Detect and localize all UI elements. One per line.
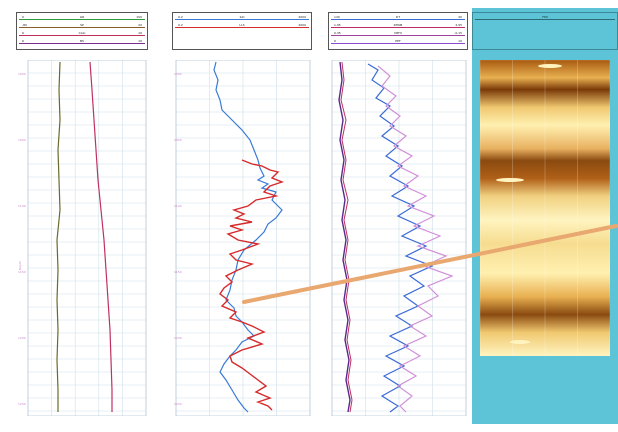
curve-max: 2.95: [455, 23, 462, 27]
curve-min: 1.95: [334, 23, 341, 27]
track-plot-2[interactable]: 1000 1050 1100 1150 1200 1250: [172, 60, 312, 416]
curve-max: 16: [138, 39, 142, 43]
depth-label: 1000: [18, 72, 26, 76]
track-header-2[interactable]: 0.2 ILD 2000 0.2 LLS 2000: [172, 12, 312, 50]
image-header-label: FMI: [475, 15, 615, 23]
curve-dt: [340, 61, 353, 413]
log-track-2[interactable]: 0.2 ILD 2000 0.2 LLS 2000 1000 1050 1100…: [172, 8, 312, 424]
depth-label: 1100: [174, 204, 182, 208]
depth-label: 1200: [174, 336, 182, 340]
image-log-strip[interactable]: [479, 59, 611, 356]
curve-max: 2000: [298, 23, 306, 27]
curve-name: LLS: [239, 23, 245, 27]
curve-header-cali[interactable]: 6 CALI 16: [19, 31, 145, 39]
curve-name: ILD: [239, 15, 245, 19]
image-track-header[interactable]: FMI: [472, 12, 618, 50]
image-log-canvas: [479, 59, 611, 356]
curve-max: 2000: [298, 15, 306, 19]
plot-canvas-2: [175, 60, 311, 416]
curve-name: NPHI: [394, 31, 402, 35]
curve-max: -0.15: [454, 31, 462, 35]
depth-label: 1050: [174, 138, 182, 142]
curve-header-rhob[interactable]: 1.95 RHOB 2.95: [331, 23, 465, 31]
curve-header-pef[interactable]: 0 PEF 10: [331, 39, 465, 47]
curve-ild: [213, 61, 283, 413]
grid: [175, 60, 311, 416]
image-feature: [496, 178, 524, 182]
curve-min: -80: [22, 23, 27, 27]
depth-label: 1250: [174, 402, 182, 406]
track-plot-3[interactable]: [328, 60, 468, 416]
log-track-1[interactable]: 0 GR 150 -80 SP 20 6 CALI 16 6 BS 16: [16, 8, 148, 424]
curve-lls: [219, 159, 285, 411]
plot-canvas-1: [27, 60, 147, 416]
curve-name: CALI: [78, 31, 86, 35]
curve-min: 0.2: [178, 23, 183, 27]
curve-name: BS: [80, 39, 84, 43]
log-track-3[interactable]: 140 DT 40 1.95 RHOB 2.95 0.45 NPHI -0.15…: [328, 8, 468, 424]
depth-label: 1250: [18, 402, 26, 406]
curve-header-dt[interactable]: 140 DT 40: [331, 15, 465, 23]
depth-label: 1150: [18, 270, 26, 274]
curve-max: 10: [458, 39, 462, 43]
track-header-3[interactable]: 140 DT 40 1.95 RHOB 2.95 0.45 NPHI -0.15…: [328, 12, 468, 50]
grid: [27, 60, 147, 416]
curve-max: 150: [136, 15, 142, 19]
curve-header-sp[interactable]: -80 SP 20: [19, 23, 145, 31]
curve-header-gr[interactable]: 0 GR 150: [19, 15, 145, 23]
depth-label: 1000: [174, 72, 182, 76]
track-plot-1[interactable]: Depth 1000 1050 1100 1150 1200 1250: [16, 60, 148, 416]
curve-header-nphi[interactable]: 0.45 NPHI -0.15: [331, 31, 465, 39]
curve-name: DT: [395, 15, 401, 19]
image-track-footer: [472, 406, 618, 424]
depth-label: 1200: [18, 336, 26, 340]
depth-label: 1050: [18, 138, 26, 142]
curve-min: 6: [22, 31, 24, 35]
curve-max: 16: [138, 31, 142, 35]
depth-label: 1150: [174, 270, 182, 274]
curve-max: 40: [458, 15, 462, 19]
curve-min: 140: [334, 15, 340, 19]
curve-header-bs[interactable]: 6 BS 16: [19, 39, 145, 47]
image-feature: [538, 64, 562, 68]
plot-canvas-3: [331, 60, 467, 416]
curve-min: 0.2: [178, 15, 183, 19]
curve-header-ild[interactable]: 0.2 ILD 2000: [175, 15, 309, 23]
image-log-track[interactable]: FMI: [472, 8, 618, 424]
plot-frame: [27, 60, 147, 416]
depth-axis-caption: Depth: [18, 260, 22, 270]
depth-label: 1100: [18, 204, 26, 208]
curve-min: 6: [22, 39, 24, 43]
image-header-name: FMI: [542, 15, 548, 19]
curve-pef: [377, 65, 454, 413]
track-header-1[interactable]: 0 GR 150 -80 SP 20 6 CALI 16 6 BS 16: [16, 12, 148, 50]
curve-header-lls[interactable]: 0.2 LLS 2000: [175, 23, 309, 31]
curve-cali: [89, 61, 113, 412]
curve-name: GR: [79, 15, 85, 19]
curve-name: PEF: [395, 39, 401, 43]
curve-gr: [56, 61, 61, 412]
curve-min: 0: [334, 39, 336, 43]
curve-name: SP: [80, 23, 84, 27]
curve-min: 0: [22, 15, 24, 19]
image-feature: [510, 340, 530, 344]
curve-min: 0.45: [334, 31, 341, 35]
curve-max: 20: [138, 23, 142, 27]
curve-name: RHOB: [393, 23, 403, 27]
image-log-fill: [480, 60, 610, 356]
